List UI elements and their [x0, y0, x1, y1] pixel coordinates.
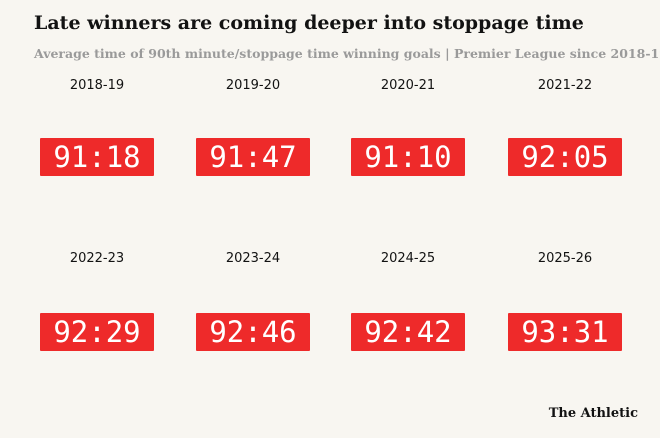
subtitle: Average time of 90th minute/stoppage tim…: [34, 46, 660, 61]
season-label: 2023-24: [225, 251, 281, 266]
season-label: 2022-23: [69, 251, 125, 266]
season-label: 2019-20: [225, 78, 281, 93]
time-display: 92:46: [196, 313, 310, 351]
season-label: 2018-19: [69, 78, 125, 93]
time-display: 92:05: [508, 138, 622, 176]
time-display: 92:42: [351, 313, 465, 351]
time-display: 92:29: [40, 313, 154, 351]
season-label: 2021-22: [537, 78, 593, 93]
brand: The Athletic: [548, 406, 638, 421]
season-label: 2025-26: [537, 251, 593, 266]
time-display: 91:10: [351, 138, 465, 176]
time-display: 91:18: [40, 138, 154, 176]
season-label: 2020-21: [380, 78, 436, 93]
time-display: 91:47: [196, 138, 310, 176]
time-display: 93:31: [508, 313, 622, 351]
title: Late winners are coming deeper into stop…: [34, 12, 584, 34]
season-label: 2024-25: [380, 251, 436, 266]
